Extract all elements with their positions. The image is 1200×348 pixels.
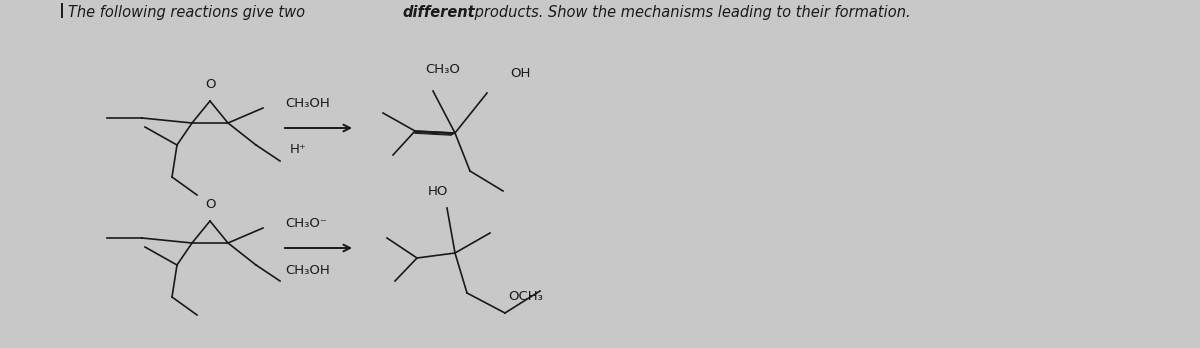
Text: products. Show the mechanisms leading to their formation.: products. Show the mechanisms leading to… xyxy=(470,5,911,20)
Text: OCH₃: OCH₃ xyxy=(508,290,542,302)
Text: The following reactions give two: The following reactions give two xyxy=(68,5,310,20)
Text: CH₃OH: CH₃OH xyxy=(286,264,330,277)
Text: O: O xyxy=(205,198,215,211)
Text: different: different xyxy=(402,5,475,20)
Text: H⁺: H⁺ xyxy=(290,143,307,156)
Text: OH: OH xyxy=(510,67,530,80)
Text: CH₃O⁻: CH₃O⁻ xyxy=(286,217,326,230)
Text: CH₃OH: CH₃OH xyxy=(286,97,330,110)
Text: O: O xyxy=(205,78,215,91)
Text: HO: HO xyxy=(428,185,449,198)
Text: CH₃O: CH₃O xyxy=(425,63,460,76)
